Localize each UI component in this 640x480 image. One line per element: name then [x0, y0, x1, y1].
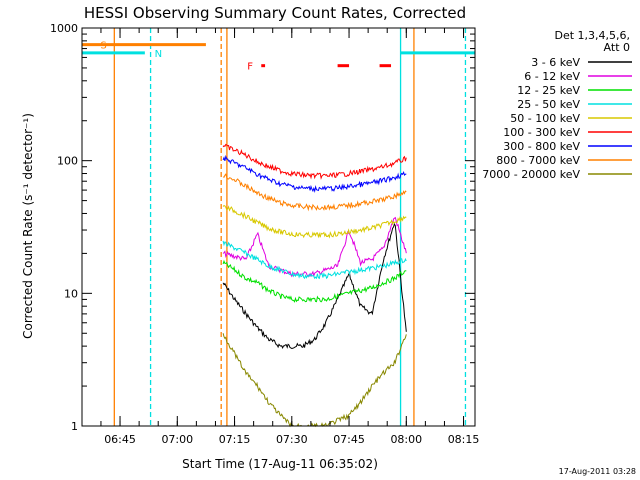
y-tick-label: 100: [57, 155, 78, 168]
timestamp: 17-Aug-2011 03:28: [559, 467, 636, 476]
series-line: [222, 259, 407, 303]
x-axis-label: Start Time (17-Aug-11 06:35:02): [182, 457, 378, 471]
x-tick-label: 08:15: [448, 433, 480, 446]
series-line: [222, 216, 407, 278]
legend-label: 50 - 100 keV: [510, 112, 580, 125]
legend-label: 800 - 7000 keV: [496, 154, 580, 167]
series-line: [222, 205, 407, 239]
legend-title-line2: Att 0: [604, 41, 630, 54]
x-tick-label: 06:45: [104, 433, 136, 446]
legend-label: 12 - 25 keV: [517, 84, 580, 97]
flag-label: F: [247, 62, 253, 73]
y-axis: 1 10 100 1000: [50, 22, 475, 433]
x-tick-label: 08:00: [390, 433, 422, 446]
x-axis: 06:45 07:00 07:15 07:30 07:45 08:00 08:15: [100, 28, 480, 446]
flag-label: N: [155, 49, 162, 60]
legend-label: 6 - 12 keV: [524, 70, 580, 83]
legend-label: 3 - 6 keV: [531, 56, 580, 69]
x-tick-label: 07:00: [161, 433, 193, 446]
legend-label: 300 - 800 keV: [503, 140, 580, 153]
legend-label: 25 - 50 keV: [517, 98, 580, 111]
series-line: [222, 143, 407, 180]
series-line: [222, 154, 407, 193]
plot-area: F S N: [82, 28, 475, 428]
y-axis-label: Corrected Count Rate (s⁻¹ detector⁻¹): [21, 113, 35, 339]
series-line: [222, 222, 407, 350]
legend-label: 100 - 300 keV: [503, 126, 580, 139]
plot-frame: [81, 27, 476, 427]
series-line: [222, 240, 407, 280]
series-line: [222, 333, 407, 428]
y-tick-label: 1000: [50, 22, 78, 35]
x-tick-label: 07:45: [333, 433, 365, 446]
flag-label: S: [100, 41, 106, 52]
y-tick-label: 10: [64, 287, 78, 300]
x-tick-label: 07:15: [219, 433, 251, 446]
series-line: [222, 173, 407, 212]
legend-title-line1: Det 1,3,4,5,6,: [554, 29, 630, 42]
legend-label: 7000 - 20000 keV: [482, 168, 580, 181]
x-tick-label: 07:30: [276, 433, 308, 446]
chart-title: HESSI Observing Summary Count Rates, Cor…: [84, 4, 466, 22]
y-tick-label: 1: [71, 420, 78, 433]
